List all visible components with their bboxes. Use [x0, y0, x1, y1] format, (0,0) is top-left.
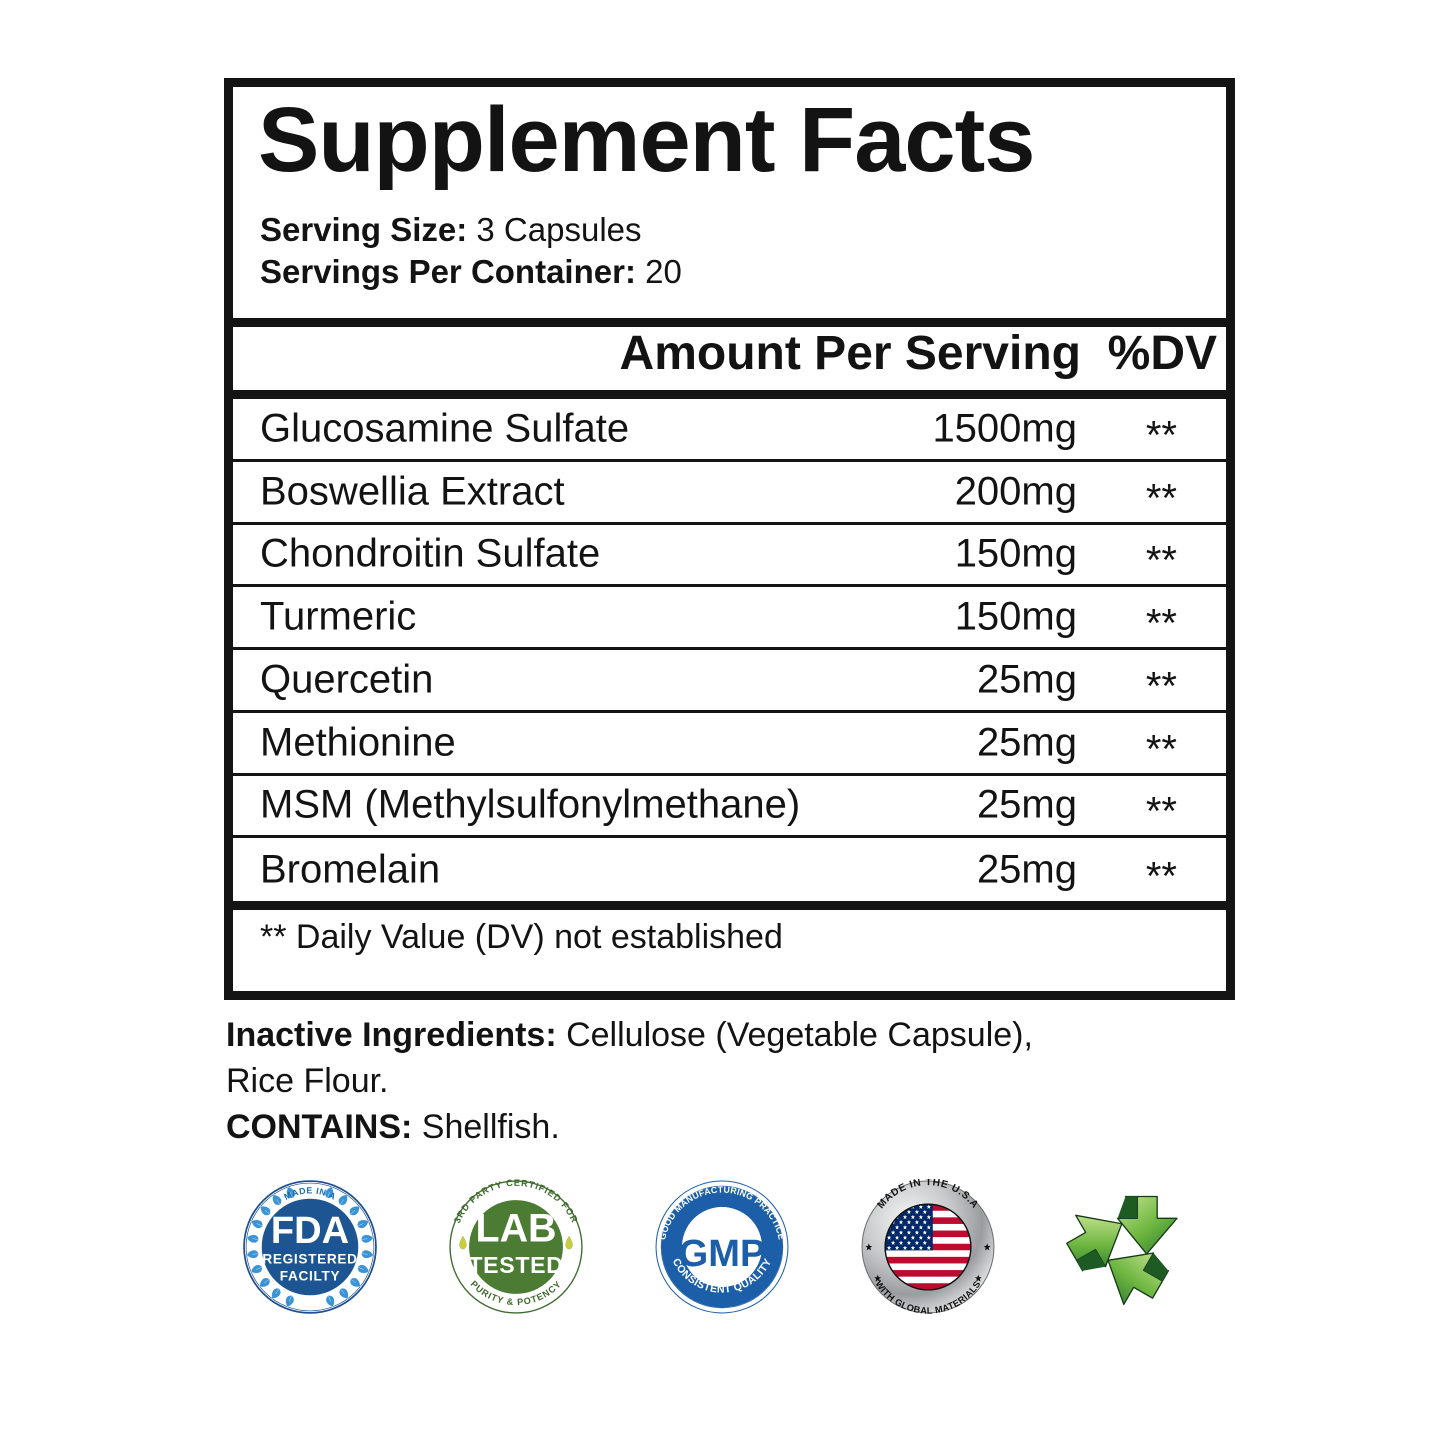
svg-text:LAB: LAB: [475, 1207, 556, 1251]
svg-text:GMP: GMP: [679, 1233, 766, 1275]
svg-text:REGISTERED: REGISTERED: [262, 1251, 357, 1266]
svg-text:FACILTY: FACILTY: [280, 1268, 340, 1283]
svg-text:FDA: FDA: [271, 1210, 349, 1252]
svg-text:TESTED: TESTED: [468, 1252, 563, 1278]
